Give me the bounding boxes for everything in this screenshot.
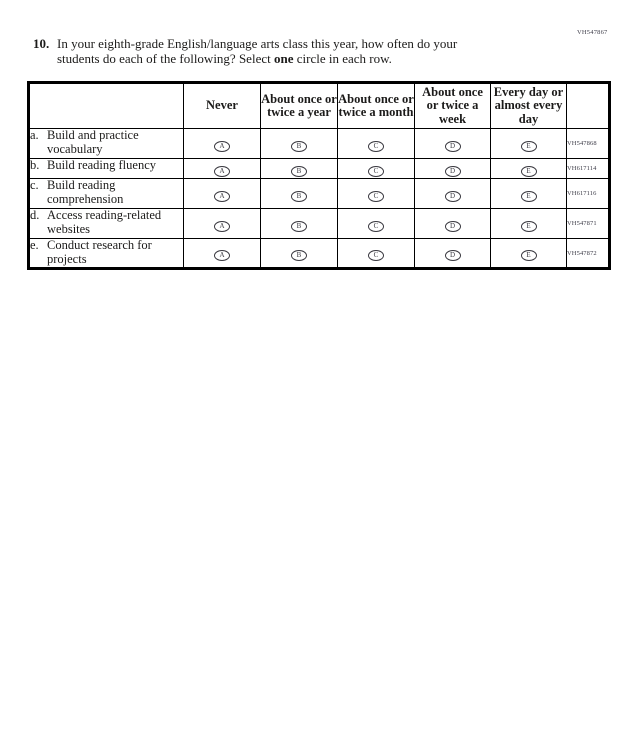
row-code: VH617116 [566, 178, 610, 209]
row-code: VH547868 [566, 128, 610, 159]
table-row-e: e. Conduct research for projects A B C D… [28, 238, 610, 269]
row-label-c: c. Build reading comprehension [28, 178, 184, 209]
row-code: VH547872 [566, 238, 610, 269]
row-label-e: e. Conduct research for projects [28, 238, 184, 269]
row-item-label: Conduct research for projects [47, 238, 152, 266]
answer-bubble-a-never[interactable]: A [214, 140, 230, 152]
header-row: Never About once or twice a year About o… [28, 82, 610, 129]
question-text: In your eighth-grade English/language ar… [57, 36, 499, 66]
cell-a-week: D [414, 128, 491, 159]
row-item-letter: b. [30, 158, 40, 172]
answer-bubble-c-never[interactable]: A [214, 190, 230, 202]
table-row-d: d. Access reading-related websites A B C… [28, 208, 610, 239]
answer-bubble-e-month[interactable]: C [368, 250, 384, 261]
cell-e-year: B [260, 238, 338, 269]
answer-bubble-e-week[interactable]: D [444, 250, 461, 261]
answer-bubble-c-everyday[interactable]: E [520, 190, 537, 202]
cell-d-month: C [337, 208, 415, 239]
column-header-every-day: Every day or almost every day [490, 82, 567, 129]
row-item-letter: c. [30, 178, 39, 192]
cell-a-never: A [183, 128, 261, 159]
header-code-cell [566, 82, 610, 129]
question-code: VH547867 [577, 29, 608, 36]
answer-bubble-b-month[interactable]: C [368, 165, 384, 177]
question-bold-word: one [273, 51, 294, 66]
row-item-letter: a. [30, 128, 39, 142]
answer-bubble-d-everyday[interactable]: E [520, 220, 537, 232]
answer-bubble-e-never[interactable]: A [214, 250, 230, 261]
cell-b-everyday: E [490, 158, 567, 179]
cell-d-week: D [414, 208, 491, 239]
answer-bubble-d-week[interactable]: D [444, 220, 461, 232]
table-row-b: b. Build reading fluency A B C D E VH617… [28, 158, 610, 179]
cell-a-month: C [337, 128, 415, 159]
answer-bubble-c-year[interactable]: B [291, 190, 307, 202]
cell-d-never: A [183, 208, 261, 239]
answer-bubble-a-everyday[interactable]: E [520, 140, 537, 152]
answer-bubble-a-week[interactable]: D [444, 140, 461, 152]
cell-e-month: C [337, 238, 415, 269]
row-item-letter: e. [30, 238, 39, 252]
question-number: 10. [33, 36, 50, 51]
row-item-label: Access reading-related websites [47, 208, 162, 236]
cell-e-everyday: E [490, 238, 567, 269]
cell-b-week: D [414, 158, 491, 179]
question-text-start: In your eighth-grade English/language ar… [57, 36, 458, 66]
cell-b-never: A [183, 158, 261, 179]
cell-c-year: B [260, 178, 338, 209]
cell-a-year: B [260, 128, 338, 159]
cell-b-year: B [260, 158, 338, 179]
column-header-never: Never [183, 82, 261, 129]
cell-e-week: D [414, 238, 491, 269]
answer-bubble-a-month[interactable]: C [368, 140, 384, 152]
cell-c-never: A [183, 178, 261, 209]
question-text-end: circle in each row. [293, 51, 392, 66]
row-label-a: a. Build and practice vocabulary [28, 128, 184, 159]
column-header-once-twice-week: About once or twice a week [414, 82, 491, 129]
row-code: VH617114 [566, 158, 610, 179]
row-label-d: d. Access reading-related websites [28, 208, 184, 239]
answer-bubble-e-everyday[interactable]: E [520, 250, 537, 261]
cell-d-year: B [260, 208, 338, 239]
answer-bubble-c-month[interactable]: C [368, 190, 384, 202]
column-header-once-twice-month: About once or twice a month [337, 82, 415, 129]
answer-bubble-d-year[interactable]: B [291, 220, 307, 232]
cell-c-month: C [337, 178, 415, 209]
cell-b-month: C [337, 158, 415, 179]
cell-a-everyday: E [490, 128, 567, 159]
answer-bubble-b-everyday[interactable]: E [520, 165, 537, 177]
answer-bubble-b-year[interactable]: B [291, 165, 307, 177]
column-header-once-twice-year: About once or twice a year [260, 82, 338, 129]
cell-e-never: A [183, 238, 261, 269]
cell-d-everyday: E [490, 208, 567, 239]
answer-bubble-c-week[interactable]: D [444, 190, 461, 202]
row-label-b: b. Build reading fluency [28, 158, 184, 179]
response-matrix: Never About once or twice a year About o… [27, 81, 611, 270]
table-row-a: a. Build and practice vocabulary A B C D… [28, 128, 610, 159]
row-item-letter: d. [30, 208, 40, 222]
question-block: 10. In your eighth-grade English/languag… [33, 36, 499, 66]
cell-c-week: D [414, 178, 491, 209]
answer-bubble-a-year[interactable]: B [291, 140, 307, 152]
table-row-c: c. Build reading comprehension A B C D E… [28, 178, 610, 209]
answer-bubble-e-year[interactable]: B [291, 250, 307, 261]
answer-bubble-d-never[interactable]: A [214, 220, 230, 232]
header-empty-cell [28, 82, 184, 129]
row-item-label: Build reading comprehension [47, 178, 124, 206]
row-code: VH547871 [566, 208, 610, 239]
row-item-label: Build and practice vocabulary [47, 128, 139, 156]
cell-c-everyday: E [490, 178, 567, 209]
answer-bubble-d-month[interactable]: C [368, 220, 384, 232]
answer-bubble-b-week[interactable]: D [444, 165, 461, 177]
row-item-label: Build reading fluency [47, 158, 156, 172]
answer-bubble-b-never[interactable]: A [214, 165, 230, 177]
